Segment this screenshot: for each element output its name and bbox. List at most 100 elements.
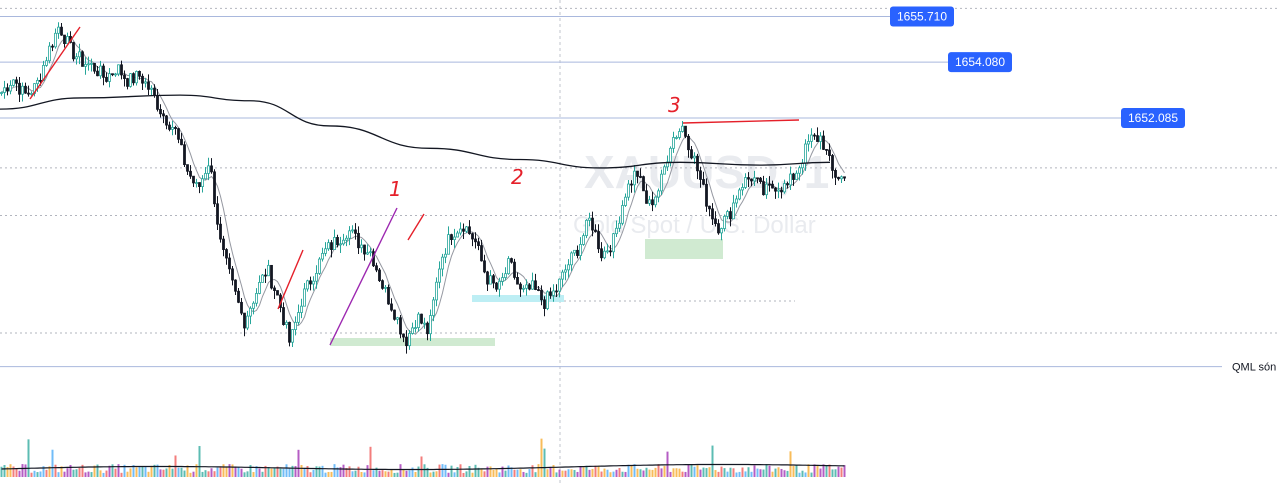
- volume-bar: [657, 464, 660, 477]
- volume-bar: [417, 466, 420, 477]
- candle-body: [693, 155, 696, 159]
- volume-bar: [507, 465, 510, 477]
- volume-bar: [792, 465, 795, 477]
- candle-body: [747, 177, 750, 180]
- wave-label-3[interactable]: 3: [668, 93, 681, 117]
- candle-body: [210, 165, 213, 173]
- candle-body: [585, 219, 588, 237]
- volume-bar: [294, 466, 297, 477]
- candle-body: [816, 135, 819, 142]
- candle-body: [342, 239, 345, 245]
- volume-bar: [633, 464, 636, 477]
- volume-bar: [636, 468, 639, 477]
- candle-body: [3, 87, 6, 93]
- trend-line-red[interactable]: [277, 249, 304, 310]
- trend-drawings[interactable]: 1 2 3: [29, 26, 800, 346]
- candle-body: [438, 268, 441, 283]
- candle-body: [507, 258, 510, 275]
- price-tags[interactable]: 1655.710 1654.080 1652.085: [890, 6, 1185, 128]
- candle-body: [621, 205, 624, 224]
- volume-bar: [351, 471, 354, 477]
- volume-bar: [72, 469, 75, 477]
- horizontal-lines[interactable]: QML són: [0, 16, 1276, 374]
- candle-body: [54, 32, 57, 48]
- candle-body: [690, 149, 693, 159]
- candle-body: [288, 321, 291, 343]
- candle-body: [726, 211, 729, 217]
- candle-body: [780, 189, 783, 193]
- candle-body: [60, 26, 63, 36]
- volume-bar: [687, 464, 690, 477]
- candle-body: [297, 312, 300, 323]
- candle-body: [96, 70, 99, 77]
- candle-body: [114, 73, 117, 76]
- volume-bar: [93, 465, 96, 477]
- candle-body: [672, 137, 675, 149]
- candle-body: [756, 177, 759, 180]
- candle-body: [603, 250, 606, 259]
- volume-bar: [690, 464, 693, 477]
- candle-body: [687, 135, 690, 151]
- volume-bar: [696, 465, 699, 477]
- volume-bar: [612, 471, 615, 477]
- candle-body: [126, 78, 129, 87]
- candle-body: [246, 315, 249, 329]
- volume-bar: [90, 472, 93, 477]
- candle-body: [369, 251, 372, 254]
- volume-bar: [762, 469, 765, 477]
- volume-bar: [102, 472, 105, 477]
- candle-body: [333, 237, 336, 250]
- trend-line-red[interactable]: [407, 213, 425, 241]
- trend-line-red[interactable]: [29, 26, 81, 100]
- candle-body: [282, 307, 285, 325]
- wave-label-2[interactable]: 2: [511, 165, 524, 189]
- resistance-line-red[interactable]: [682, 119, 800, 124]
- volume-bar: [414, 471, 417, 477]
- volume-bar: [147, 471, 150, 477]
- candle-body: [825, 149, 828, 151]
- candle-body: [99, 65, 102, 77]
- volume-bar: [3, 465, 6, 477]
- volume-bar: [408, 470, 411, 477]
- candle-body: [84, 63, 87, 67]
- volume-bar: [783, 470, 786, 477]
- volume-bar: [348, 466, 351, 477]
- candle-body: [591, 217, 594, 231]
- volume-bar: [426, 467, 429, 477]
- demand-zones[interactable]: [330, 239, 795, 346]
- volume-bar: [714, 470, 717, 477]
- candle-body: [612, 233, 615, 253]
- volume-bar: [603, 468, 606, 477]
- volume-bar: [708, 467, 711, 477]
- candle-body: [147, 81, 150, 90]
- volume-bar: [60, 466, 63, 477]
- volume-bar: [492, 469, 495, 477]
- candle-body: [645, 190, 648, 204]
- candle-body: [384, 286, 387, 289]
- candle-body: [258, 281, 261, 294]
- volume-bar: [843, 465, 846, 477]
- wave-label-1[interactable]: 1: [389, 177, 402, 201]
- qml-label: QML són: [1232, 362, 1276, 374]
- volume-bar: [645, 467, 648, 477]
- volume-bar: [360, 472, 363, 477]
- volume-bar: [306, 466, 309, 477]
- candle-body: [339, 243, 342, 246]
- volume-bar: [0, 466, 3, 477]
- volume-bar: [252, 472, 255, 477]
- candle-body: [762, 181, 765, 196]
- candle-body: [831, 155, 834, 171]
- candle-body: [771, 183, 774, 189]
- candle-body: [531, 280, 534, 290]
- volume-bar: [57, 472, 60, 477]
- candle-body: [408, 333, 411, 347]
- volume-bar: [159, 469, 162, 477]
- volume-bar: [300, 465, 303, 477]
- volume-bar: [333, 464, 336, 477]
- candle-body: [180, 138, 183, 146]
- trend-line-purple[interactable]: [329, 207, 398, 346]
- volume-bar: [357, 466, 360, 477]
- candle-body: [192, 175, 195, 184]
